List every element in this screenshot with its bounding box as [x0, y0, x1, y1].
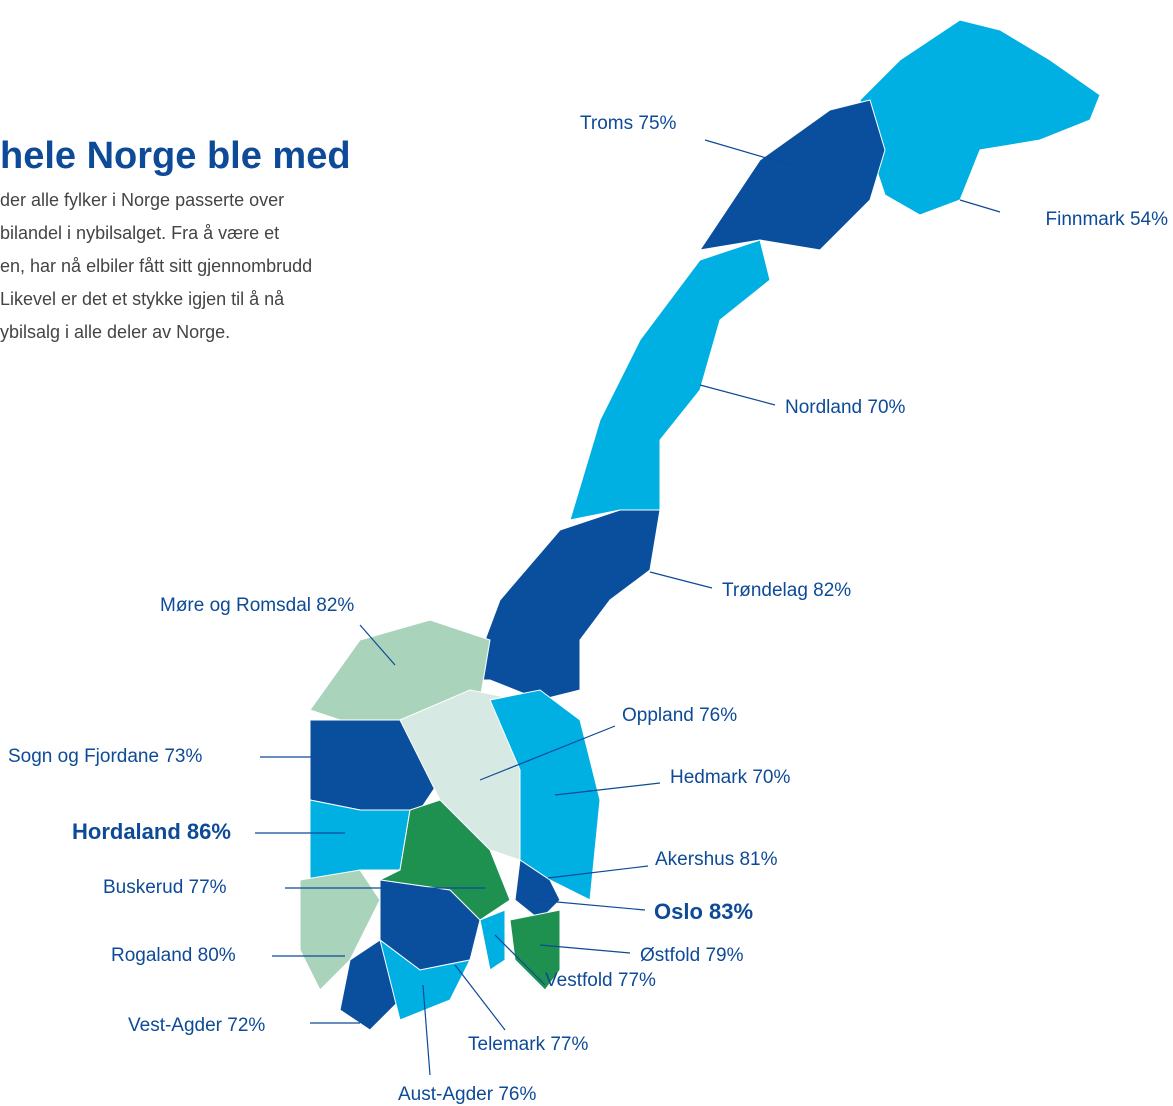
intro-line: Likevel er det et stykke igjen til å nå [0, 289, 285, 309]
intro-line: der alle fylker i Norge passerte over [0, 190, 284, 210]
region-label: Østfold 79% [640, 945, 744, 966]
intro-line: bilandel i nybilsalget. Fra å være et [0, 223, 279, 243]
leader-line [494, 934, 546, 986]
leader-line [547, 865, 649, 879]
region-label: Nordland 70% [785, 397, 906, 418]
leader-line [554, 782, 661, 796]
region-label: Oslo 83% [654, 899, 753, 924]
aust-agder [379, 938, 471, 1021]
region-label: Hordaland 86% [72, 819, 231, 844]
intro-line: ybilsalg i alle deler av Norge. [0, 322, 230, 342]
region-label: Rogaland 80% [111, 945, 236, 966]
leader-line [479, 725, 616, 781]
region-label: Troms 75% [580, 113, 677, 134]
region-label: Trøndelag 82% [722, 580, 851, 601]
leader-line [704, 139, 791, 166]
region-label: Finnmark 54% [1046, 209, 1169, 230]
region-label: Hedmark 70% [670, 767, 790, 788]
region-label: Akershus 81% [655, 849, 778, 870]
region-label: Buskerud 77% [103, 877, 227, 898]
leader-line [534, 899, 646, 911]
trondelag [469, 509, 661, 701]
region-labels: Troms 75% Finnmark 54% Nordland 70% Trøndel… [8, 113, 1168, 1105]
akershus [514, 859, 561, 921]
leader-line [359, 624, 396, 666]
region-label: Vestfold 77% [545, 970, 656, 991]
title: hele Norge ble med [0, 135, 351, 177]
region-label: Vest-Agder 72% [128, 1015, 265, 1036]
troms [698, 99, 886, 251]
region-label: Oppland 76% [622, 705, 737, 726]
region-label: Møre og Romsdal 82% [160, 595, 354, 616]
leader-lines [255, 139, 1001, 1076]
finnmark [859, 19, 1101, 216]
leader-line [422, 984, 431, 1076]
intro-text: der alle fylker i Norge passerte over bil… [0, 190, 312, 342]
leader-line [699, 384, 776, 406]
map [299, 19, 1101, 1031]
nordland [569, 239, 771, 521]
leader-line [454, 964, 506, 1031]
region-label: Aust-Agder 76% [398, 1084, 536, 1105]
intro-line: en, har nå elbiler fått sitt gjennombrud… [0, 256, 312, 276]
vest-agder [339, 939, 401, 1031]
leader-line [539, 944, 631, 954]
leader-line [959, 199, 1001, 213]
hordaland [309, 799, 411, 881]
leader-line [649, 571, 713, 589]
region-label: Telemark 77% [468, 1034, 588, 1055]
vestfold [479, 909, 506, 971]
region-label: Sogn og Fjordane 73% [8, 746, 202, 767]
